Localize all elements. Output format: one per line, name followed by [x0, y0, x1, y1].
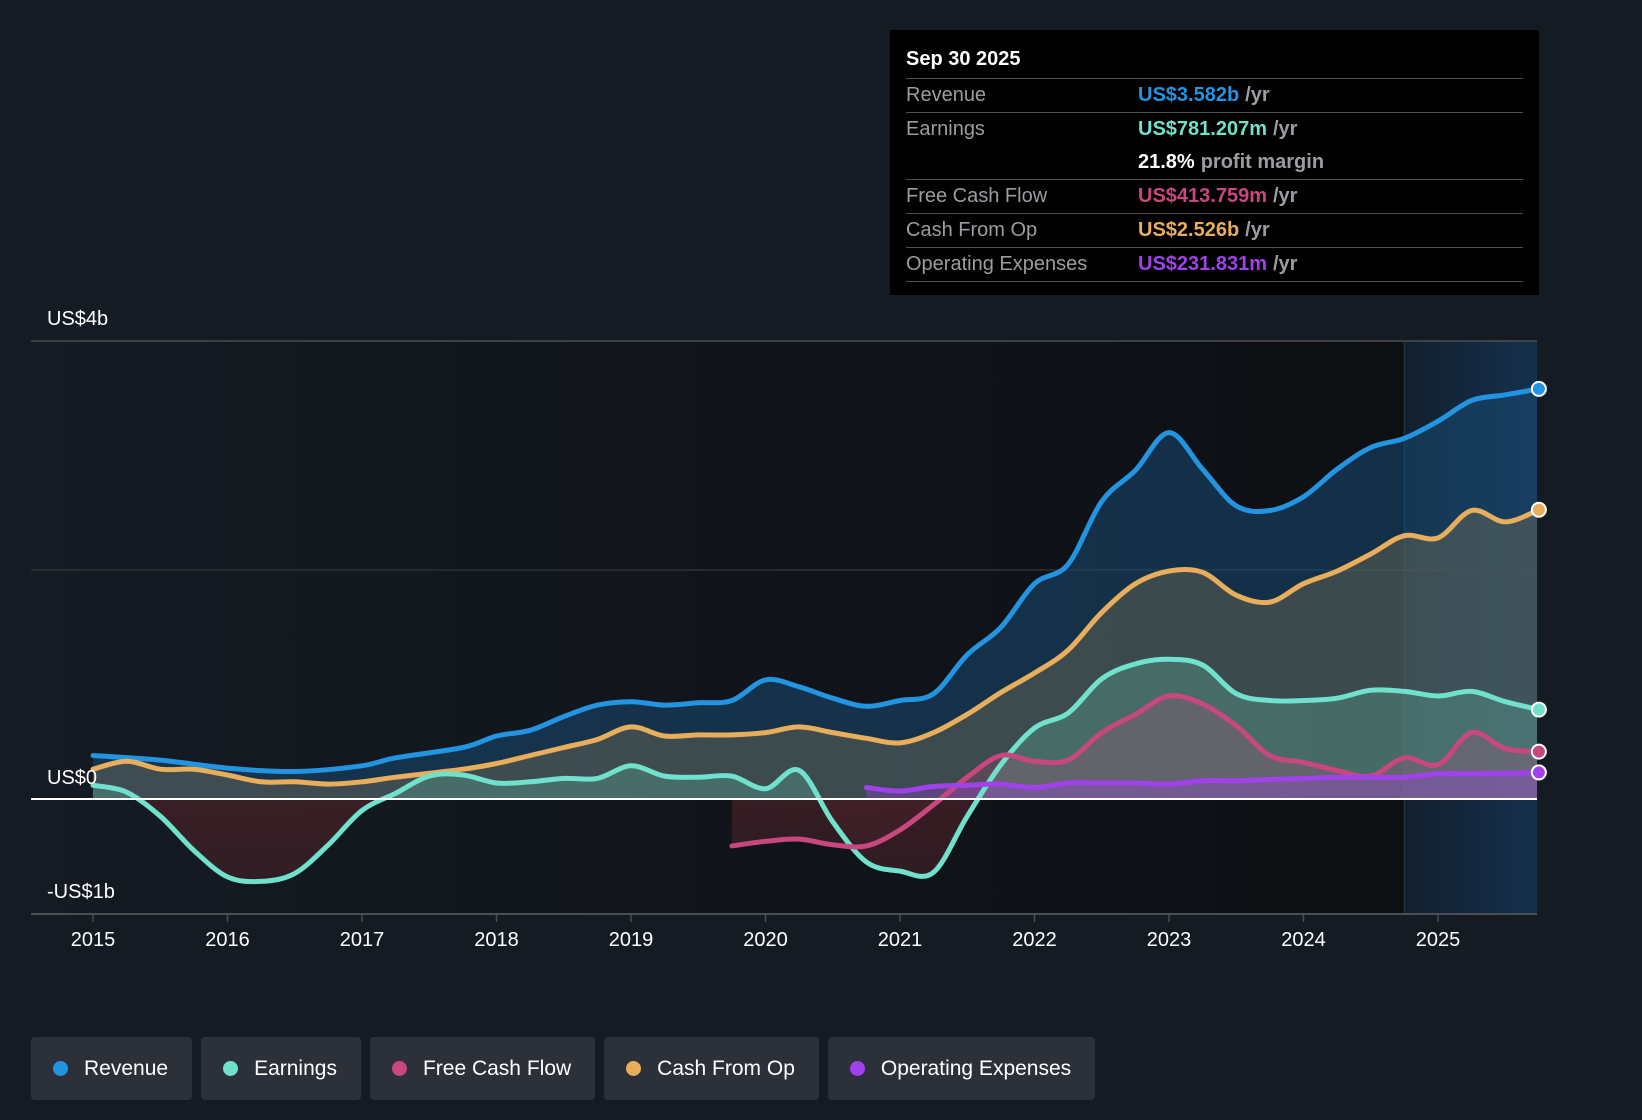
tooltip-row: Earnings US$781.207m/yr: [906, 112, 1523, 146]
tooltip-date: Sep 30 2025: [906, 48, 1021, 70]
tooltip-row: Revenue US$3.582b/yr: [906, 78, 1523, 112]
legend-item-revenue[interactable]: Revenue: [31, 1037, 193, 1100]
tooltip-row-label: Earnings: [906, 118, 985, 140]
x-tick-label: 2018: [474, 929, 519, 951]
x-tick-label: 2017: [340, 929, 385, 951]
y-tick-label: US$4b: [47, 308, 108, 330]
earnings-negative-area: [93, 799, 1537, 882]
tooltip-row: 21.8% profit margin: [906, 146, 1523, 179]
legend-dot-icon: [391, 1061, 407, 1076]
chart: 2015 2016 2017 2018 2019 2020 2021 2022 2023 2024…: [31, 308, 1547, 951]
tooltip-row-label: Free Cash Flow: [906, 185, 1048, 207]
cash-from-op-line: [90, 507, 1537, 787]
tooltip-row-value: US$413.759m: [1138, 185, 1267, 207]
legend-dot-icon: [223, 1061, 239, 1076]
cash-from-op-area: [93, 510, 1537, 799]
legend-item-cash-from-op[interactable]: Cash From Op: [604, 1037, 819, 1100]
free-cash-flow-negative-area: [731, 799, 1537, 847]
legend-dot-icon: [626, 1061, 642, 1076]
tooltip-row-value: 21.8%: [1138, 151, 1195, 173]
x-tick-label: 2025: [1416, 929, 1461, 951]
y-tick-label: US$0: [47, 767, 97, 789]
earnings-line: [90, 656, 1537, 885]
x-tick-label: 2020: [743, 929, 788, 951]
x-tick-label: 2016: [205, 929, 250, 951]
tooltip-row: Free Cash Flow US$413.759m/yr: [906, 179, 1523, 213]
tooltip-row: Cash From Op US$2.526b/yr: [906, 213, 1523, 247]
operating-expenses-line: [863, 769, 1537, 794]
revenue-line: [90, 386, 1537, 775]
free-cash-flow-line: [729, 693, 1537, 850]
legend: Revenue Earnings Free Cash Flow Cash From O…: [31, 1037, 1096, 1100]
tooltip-row-label: Revenue: [906, 84, 987, 106]
x-tick-label: 2019: [609, 929, 654, 951]
tooltip-row-unit: /yr: [1245, 219, 1270, 241]
cash-from-op-endpoint[interactable]: [1530, 501, 1547, 518]
tooltip-row-value: US$2.526b: [1138, 219, 1240, 241]
tooltip-row-unit: /yr: [1245, 84, 1270, 106]
x-tick-label: 2023: [1147, 929, 1192, 951]
tooltip: Sep 30 2025 Revenue US$3.582b/yr Earnings U…: [890, 30, 1539, 295]
legend-label: Earnings: [254, 1056, 337, 1080]
earnings-endpoint[interactable]: [1530, 701, 1547, 718]
tooltip-row-label: Operating Expenses: [906, 253, 1088, 275]
legend-label: Free Cash Flow: [422, 1056, 572, 1080]
tooltip-row-value: US$3.582b: [1138, 84, 1240, 106]
legend-dot-icon: [849, 1061, 865, 1076]
tooltip-row-value: US$781.207m: [1138, 118, 1267, 140]
x-tick-label: 2022: [1012, 929, 1057, 951]
x-tick-label: 2024: [1281, 929, 1326, 951]
tooltip-row-unit: /yr: [1272, 118, 1298, 140]
tooltip-row-label: Cash From Op: [906, 219, 1038, 241]
tooltip-row: Operating Expenses US$231.831m/yr: [906, 247, 1523, 282]
revenue-endpoint[interactable]: [1530, 380, 1547, 397]
legend-label: Revenue: [84, 1056, 169, 1080]
legend-label: Operating Expenses: [880, 1056, 1072, 1080]
x-tick-label: 2015: [71, 929, 116, 951]
legend-item-free-cash-flow[interactable]: Free Cash Flow: [369, 1037, 596, 1100]
legend-item-operating-expenses[interactable]: Operating Expenses: [827, 1037, 1096, 1100]
tooltip-row-unit: profit margin: [1200, 151, 1325, 173]
x-tick-label: 2021: [878, 929, 923, 951]
y-tick-label: -US$1b: [47, 881, 115, 903]
operating-expenses-endpoint[interactable]: [1530, 764, 1547, 781]
tooltip-row-value: US$231.831m: [1138, 253, 1267, 275]
tooltip-row-unit: /yr: [1272, 185, 1298, 207]
free-cash-flow-area: [731, 695, 1537, 799]
free-cash-flow-endpoint[interactable]: [1530, 743, 1547, 760]
legend-item-earnings[interactable]: Earnings: [201, 1037, 361, 1100]
tooltip-row-unit: /yr: [1272, 253, 1298, 275]
legend-label: Cash From Op: [657, 1056, 795, 1080]
legend-dot-icon: [53, 1061, 68, 1076]
